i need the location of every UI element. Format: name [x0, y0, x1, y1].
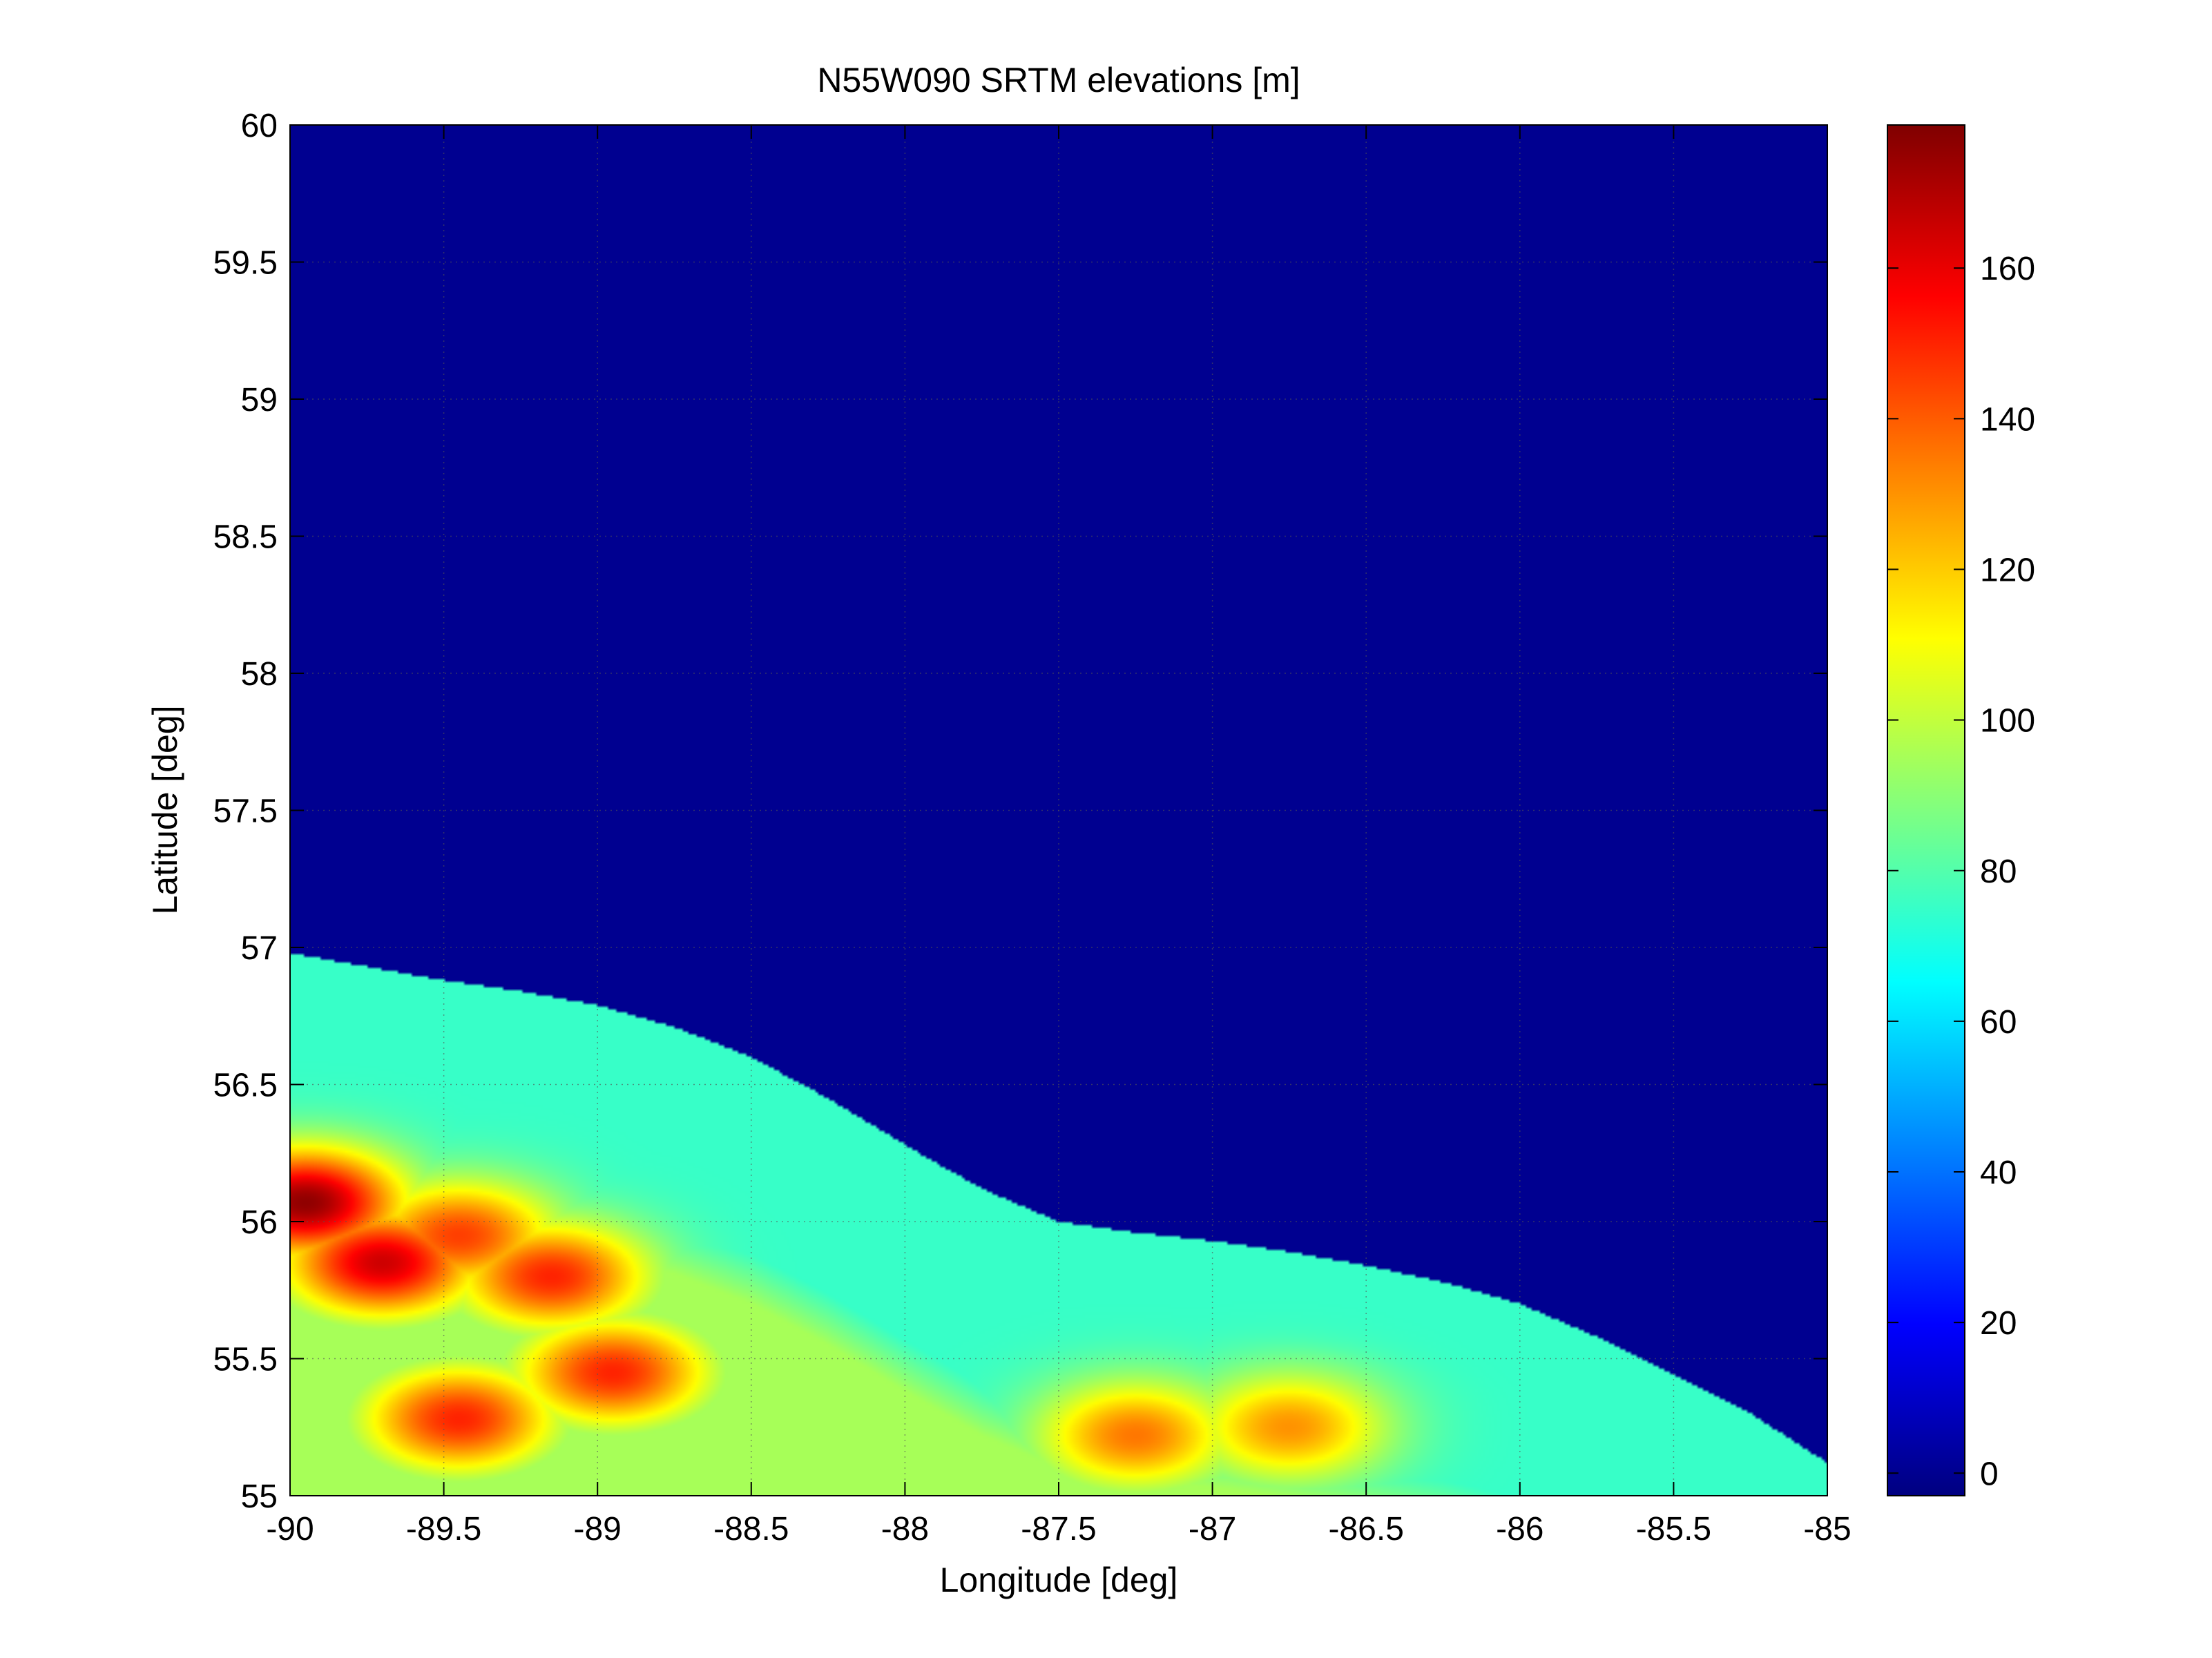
x-tick-label: -85.5: [1636, 1511, 1711, 1548]
colorbar-tick-label: 80: [1980, 854, 2017, 890]
y-tick-label: 59.5: [213, 245, 278, 282]
colorbar-tick-label: 0: [1980, 1456, 1999, 1492]
plot-area: [289, 124, 1828, 1496]
x-tick-label: -88: [881, 1511, 929, 1548]
colorbar-ticks: 0 20 40 60 80 100 120 140 160: [1887, 251, 2035, 1492]
x-axis: -90 -89.5 -89 -88.5 -88 -87.5 -87 -86.5 -86 -85.5…: [266, 1511, 1851, 1548]
x-tick-label: -86: [1496, 1511, 1543, 1548]
y-tick-label: 58: [241, 656, 278, 693]
x-axis-label: Longitude [deg]: [940, 1561, 1178, 1599]
colorbar-scale: [1887, 124, 1965, 1496]
y-tick-label: 56.5: [213, 1068, 278, 1104]
colorbar-tick-label: 20: [1980, 1305, 2017, 1342]
y-tick-label: 60: [241, 108, 278, 144]
colorbar-tick-label: 40: [1980, 1155, 2017, 1191]
grid-lines: [290, 125, 1827, 1496]
y-tick-label: 57: [241, 930, 278, 967]
y-axis: 55 55.5 56 56.5 57 57.5 58 58.5 59 59.5 60: [213, 108, 278, 1515]
x-tick-label: -90: [266, 1511, 314, 1548]
colorbar-tick-label: 100: [1980, 703, 2035, 740]
x-tick-label: -86.5: [1328, 1511, 1403, 1548]
x-tick-label: -87.5: [1021, 1511, 1096, 1548]
y-tick-label: 59: [241, 382, 278, 418]
axis-ticks: [289, 124, 1828, 1496]
colorbar-tick-label: 60: [1980, 1004, 2017, 1041]
y-tick-label: 57.5: [213, 793, 278, 830]
y-tick-label: 55: [241, 1478, 278, 1515]
y-tick-label: 56: [241, 1204, 278, 1241]
y-tick-label: 58.5: [213, 519, 278, 556]
x-tick-label: -85: [1803, 1511, 1851, 1548]
x-tick-label: -89: [574, 1511, 622, 1548]
chart-title: N55W090 SRTM elevations [m]: [817, 61, 1300, 99]
x-tick-label: -88.5: [713, 1511, 789, 1548]
colorbar-tick-label: 140: [1980, 401, 2035, 438]
colorbar-tick-label: 160: [1980, 251, 2035, 287]
y-tick-label: 55.5: [213, 1342, 278, 1378]
colorbar: 0 20 40 60 80 100 120 140 160: [1887, 124, 2035, 1496]
colorbar-tick-label: 120: [1980, 552, 2035, 588]
y-axis-label: Latitude [deg]: [146, 705, 184, 914]
x-tick-label: -87: [1189, 1511, 1236, 1548]
x-tick-label: -89.5: [406, 1511, 481, 1548]
